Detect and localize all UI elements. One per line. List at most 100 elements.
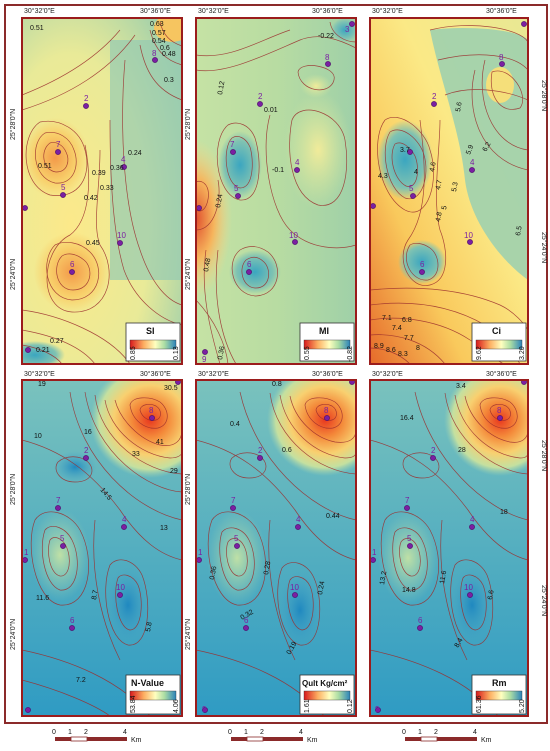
lat-label-mi-bottom: 25°24'0"N <box>184 259 192 290</box>
well-label-si-10: 10 <box>117 231 126 240</box>
well-label-n-2: 2 <box>84 446 89 455</box>
well-label-mi-10: 10 <box>289 231 298 240</box>
contour-label-ci-12: 6.8 <box>402 317 412 324</box>
well-label-ci-5: 5 <box>409 184 414 193</box>
scale-left-tick-4: 4 <box>123 729 127 736</box>
legend-min-rm: 5.20 <box>519 699 526 713</box>
scale-right-tick-0: 0 <box>402 729 406 736</box>
lat-label-rm-top: 25°28'0"N <box>540 440 548 471</box>
contour-label-rm-7: 6.6 <box>487 589 496 600</box>
legend-max-mi: 0.55 <box>304 346 311 360</box>
lon-label-mi-left: 30°32'0"E <box>198 7 229 15</box>
contour-label-mi-6: 0.36 <box>217 346 226 361</box>
contour-label-rm-8: 8.4 <box>454 637 465 649</box>
scale-left-tick-1: 1 <box>68 729 72 736</box>
well-label-rm-5: 5 <box>407 534 412 543</box>
lon-label-n-right: 30°36'0"E <box>140 370 171 378</box>
well-label-ci-2: 2 <box>432 92 437 101</box>
contour-label-si-1: 0.63 <box>150 21 164 28</box>
lat-label-si-bottom: 25°24'0"N <box>9 259 17 290</box>
well-label-n-5: 5 <box>60 534 65 543</box>
contour-label-rm-4: 13.2 <box>379 571 388 586</box>
well-label-ci-4: 4 <box>470 158 475 167</box>
legend-ramp-si <box>129 339 177 350</box>
lon-label-rm-right: 30°36'0"E <box>486 370 517 378</box>
lat-label-q-bottom: 25°24'0"N <box>184 619 192 650</box>
well-label-n-4: 4 <box>122 515 127 524</box>
contour-label-si-13: 0.45 <box>86 240 100 247</box>
contour-label-si-5: 0.48 <box>162 51 176 58</box>
scale-mid-tick-4: 4 <box>299 729 303 736</box>
contour-label-ci-18: 8.6 <box>386 347 396 354</box>
legend-title-ci: Ci <box>492 326 501 336</box>
legend-max-si: 0.85 <box>130 346 137 360</box>
contour-label-n-4: 41 <box>156 439 164 446</box>
contour-label-si-2: 0.57 <box>152 30 166 37</box>
legend-mi: MI 0.55 -0.82 <box>299 322 355 362</box>
well-label-q-1: 1 <box>198 548 203 557</box>
contour-label-q-2: 0.6 <box>282 447 292 454</box>
panel-ci: 8 2 4 5 10 6 5.6 5.9 6.2 4.3 3.7 4 4.6 4… <box>369 7 548 365</box>
contour-label-mi-2: 0.01 <box>264 107 278 114</box>
contour-label-ci-11: 6.5 <box>515 225 524 236</box>
contour-label-n-9: 11.6 <box>36 595 49 602</box>
well-label-si-7: 7 <box>56 140 61 149</box>
well-label-n-10: 10 <box>116 583 125 592</box>
contour-label-si-7: 0.24 <box>128 150 142 157</box>
well-label-n-1: 1 <box>24 548 29 557</box>
scale-bar-left: 0 1 2 4 Km <box>52 729 142 744</box>
well-label-si-2: 2 <box>84 94 89 103</box>
contour-label-n-5: 33 <box>132 451 140 458</box>
contour-label-ci-9: 5.3 <box>451 181 460 192</box>
legend-title-rm: Rm <box>492 678 507 688</box>
contour-label-rm-5: 14.8 <box>402 587 416 594</box>
contour-label-mi-1: 0.12 <box>217 81 226 96</box>
well-label-n-6: 6 <box>70 616 75 625</box>
contour-label-ci-3: 4.3 <box>378 173 388 180</box>
surface-ci: 8 2 4 5 10 6 5.6 5.9 6.2 4.3 3.7 4 4.6 4… <box>370 18 528 364</box>
well-label-si-4: 4 <box>121 155 126 164</box>
well-label-rm-9: 9 <box>375 705 380 714</box>
legend-qult: Qult Kg/cm² 1.61 0.12 <box>299 674 355 715</box>
lat-label-n-bottom: 25°24'0"N <box>9 619 17 650</box>
lon-label-rm-left: 30°32'0"E <box>372 370 403 378</box>
scale-mid-tick-2: 2 <box>260 729 264 736</box>
contour-label-mi-3: -0.1 <box>272 167 284 174</box>
lon-label-q-left: 30°32'0"E <box>198 370 229 378</box>
contour-label-ci-0: 5.6 <box>455 101 464 112</box>
contour-label-ci-19: 8.3 <box>398 351 408 358</box>
contour-label-si-15: 0.21 <box>36 347 50 354</box>
well-label-q-10: 10 <box>290 583 299 592</box>
lon-label-q-right: 30°36'0"E <box>312 370 343 378</box>
contour-label-si-10: 0.33 <box>100 185 114 192</box>
contour-label-mi-5: 0.48 <box>203 258 212 273</box>
contour-label-ci-14: 7.4 <box>392 325 402 332</box>
well-label-q-5: 5 <box>234 534 239 543</box>
contour-label-si-0: 0.51 <box>30 25 44 32</box>
contour-label-si-4: 0.6 <box>160 45 170 52</box>
scale-left-unit: Km <box>131 737 142 744</box>
well-label-mi-6: 6 <box>247 260 252 269</box>
contour-label-ci-13: 7.1 <box>382 315 392 322</box>
panel-mi: 8 2 7 4 5 10 6 9 3 -0.22 0.12 0.01 -0.1 … <box>184 7 357 365</box>
panel-nvalue: 8 2 7 4 5 1 10 6 19 30.5 10 16 41 33 29 … <box>9 370 183 717</box>
scale-right-unit: Km <box>481 737 492 744</box>
scale-mid-tick-1: 1 <box>244 729 248 736</box>
surface-qult: 8 2 7 4 5 1 10 6 9 0.8 0.4 0.6 0.44 0.36… <box>196 380 356 716</box>
lat-label-si-top: 25°28'0"N <box>9 109 17 140</box>
contour-label-ci-10: 4.8 <box>435 211 444 222</box>
well-label-n-8: 8 <box>149 406 154 415</box>
legend-min-nvalue: 4.06 <box>173 699 180 713</box>
scale-right-tick-2: 2 <box>434 729 438 736</box>
legend-nvalue: N-Value 53.84 4.06 <box>125 674 181 715</box>
well-label-q-4: 4 <box>296 515 301 524</box>
well-label-mi-2: 2 <box>258 92 263 101</box>
well-label-ci-10: 10 <box>464 231 473 240</box>
lon-label-si-left: 30°32'0"E <box>24 7 55 15</box>
contour-label-mi-0: -0.22 <box>318 33 334 40</box>
lon-label-n-left: 30°32'0"E <box>24 370 55 378</box>
contour-label-q-4: 0.36 <box>209 566 218 581</box>
legend-title-nvalue: N-Value <box>131 678 164 688</box>
well-label-si-8: 8 <box>152 49 157 58</box>
